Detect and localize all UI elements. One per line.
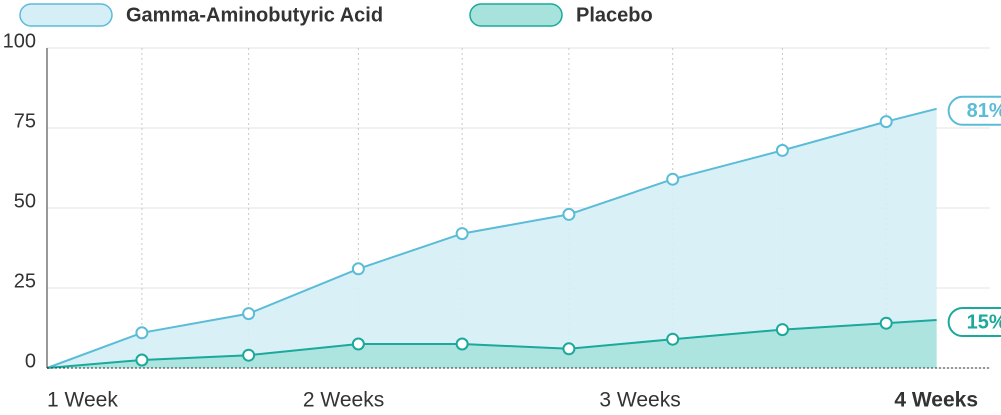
point [135, 326, 149, 340]
x-tick-label: 3 Weeks [599, 389, 680, 412]
legend-label: Placebo [576, 4, 653, 26]
point [351, 262, 365, 276]
point [455, 337, 469, 351]
y-tick-label: 25 [14, 270, 36, 292]
value-label-pill [947, 307, 1001, 337]
point [775, 143, 789, 157]
legend-label: Gamma-Aminobutyric Acid [126, 4, 383, 26]
line [46, 107, 937, 369]
x-tick-label: 4 Weeks [894, 389, 978, 412]
point [562, 342, 576, 356]
point [775, 323, 789, 337]
point [666, 332, 680, 346]
value-label-pill [947, 95, 1001, 126]
y-tick-label: 75 [14, 110, 36, 132]
point [455, 227, 469, 241]
point [351, 337, 365, 351]
value-label: 81% [967, 100, 1001, 122]
point [879, 115, 893, 129]
area [47, 320, 937, 368]
line [46, 319, 937, 369]
point [135, 353, 149, 367]
value-label: 15% [967, 311, 1001, 333]
point [242, 307, 256, 321]
area [47, 108, 937, 369]
x-tick-label: 2 Weeks [303, 389, 384, 412]
legend-swatch [469, 3, 563, 27]
point [879, 316, 893, 330]
point [242, 348, 256, 362]
point [562, 207, 576, 221]
legend-swatch [19, 3, 113, 27]
point [666, 172, 680, 186]
y-tick-label: 100 [3, 30, 36, 52]
x-tick-label: 1 Week [47, 389, 118, 412]
y-tick-label: 50 [14, 190, 36, 212]
y-tick-label: 0 [25, 350, 36, 372]
